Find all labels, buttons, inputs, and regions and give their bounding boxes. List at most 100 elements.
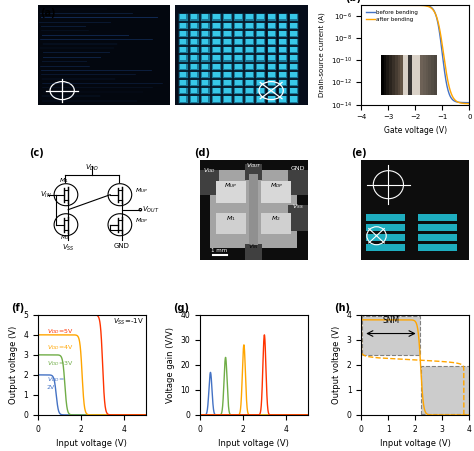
Bar bbox=[290, 72, 297, 77]
Y-axis label: Output voltage (V): Output voltage (V) bbox=[332, 326, 341, 404]
Bar bbox=[261, 181, 292, 202]
Bar bbox=[261, 212, 292, 234]
Bar bbox=[279, 47, 286, 52]
Text: $V_{SS}$: $V_{SS}$ bbox=[62, 243, 74, 253]
Bar bbox=[278, 55, 287, 62]
Bar bbox=[246, 72, 253, 77]
Bar bbox=[201, 88, 209, 93]
Bar bbox=[289, 96, 298, 103]
Bar bbox=[191, 14, 197, 19]
Bar bbox=[200, 14, 210, 21]
Bar bbox=[245, 244, 262, 260]
Bar bbox=[235, 97, 242, 101]
Bar bbox=[178, 87, 188, 94]
Bar bbox=[289, 63, 298, 70]
Legend: before bending, after bending: before bending, after bending bbox=[364, 7, 420, 24]
Bar bbox=[245, 79, 254, 86]
Bar bbox=[180, 14, 186, 19]
Bar bbox=[224, 97, 230, 101]
Bar bbox=[279, 88, 286, 93]
Bar bbox=[290, 39, 297, 44]
Bar bbox=[180, 39, 186, 44]
Bar bbox=[211, 55, 221, 62]
Bar bbox=[180, 72, 186, 77]
Bar bbox=[266, 87, 276, 94]
Bar bbox=[213, 47, 219, 52]
Bar bbox=[366, 224, 404, 231]
Bar bbox=[279, 72, 286, 77]
Bar bbox=[246, 31, 253, 36]
Bar bbox=[211, 71, 221, 78]
Bar bbox=[279, 64, 286, 69]
Bar bbox=[233, 46, 243, 53]
Bar bbox=[191, 55, 197, 60]
Bar bbox=[246, 97, 253, 101]
Bar bbox=[257, 39, 264, 44]
Text: $V_{IN}$: $V_{IN}$ bbox=[40, 189, 52, 200]
Text: $V_{IN}$: $V_{IN}$ bbox=[248, 242, 259, 251]
after bending bbox=[464, 101, 470, 106]
Bar bbox=[245, 14, 254, 21]
Bar bbox=[235, 39, 242, 44]
Bar bbox=[290, 88, 297, 93]
Bar bbox=[246, 55, 253, 60]
Bar bbox=[235, 14, 242, 19]
Bar bbox=[290, 55, 297, 60]
before bending bbox=[423, 3, 428, 8]
Bar bbox=[211, 38, 221, 45]
Text: $V_{DD}$=3V: $V_{DD}$=3V bbox=[46, 359, 73, 368]
Bar bbox=[213, 39, 219, 44]
Bar bbox=[266, 79, 276, 86]
Y-axis label: Output voltage (V): Output voltage (V) bbox=[9, 326, 18, 404]
after bending bbox=[466, 101, 472, 106]
Bar bbox=[201, 55, 209, 60]
Text: $M_{DP}$: $M_{DP}$ bbox=[270, 181, 283, 190]
Text: $M_{UP}$: $M_{UP}$ bbox=[135, 186, 148, 194]
Bar bbox=[233, 63, 243, 70]
Bar bbox=[213, 14, 219, 19]
Bar bbox=[201, 23, 209, 28]
Text: $M_2$: $M_2$ bbox=[60, 233, 70, 242]
before bending bbox=[358, 2, 364, 8]
Bar bbox=[361, 210, 469, 260]
Bar bbox=[255, 96, 265, 103]
Bar bbox=[213, 55, 219, 60]
Text: $V_{OUT}$: $V_{OUT}$ bbox=[246, 161, 262, 170]
Bar bbox=[235, 23, 242, 28]
before bending bbox=[410, 2, 416, 8]
before bending bbox=[464, 100, 470, 106]
Bar bbox=[200, 46, 210, 53]
Text: $V_{DD}$=5V: $V_{DD}$=5V bbox=[46, 327, 73, 336]
Bar bbox=[246, 39, 253, 44]
Bar bbox=[200, 170, 219, 195]
Bar bbox=[201, 47, 209, 52]
Bar bbox=[257, 47, 264, 52]
Text: GND: GND bbox=[114, 243, 130, 249]
Bar bbox=[278, 46, 287, 53]
Bar bbox=[191, 47, 197, 52]
Bar bbox=[233, 87, 243, 94]
Bar bbox=[255, 14, 265, 21]
Text: $M_1$: $M_1$ bbox=[226, 214, 236, 223]
Line: before bending: before bending bbox=[361, 5, 469, 103]
Bar bbox=[255, 87, 265, 94]
Bar bbox=[224, 88, 230, 93]
Bar bbox=[366, 214, 404, 221]
Bar bbox=[213, 23, 219, 28]
Text: $M_{UP}$: $M_{UP}$ bbox=[224, 181, 237, 190]
Bar bbox=[266, 71, 276, 78]
Bar bbox=[289, 22, 298, 29]
Bar bbox=[255, 71, 265, 78]
Bar bbox=[290, 14, 297, 19]
Bar bbox=[246, 80, 253, 85]
after bending bbox=[358, 3, 364, 8]
Bar bbox=[233, 38, 243, 45]
Bar bbox=[213, 64, 219, 69]
Bar bbox=[224, 31, 230, 36]
Bar bbox=[189, 87, 199, 94]
Text: $V_{DD}$=4V: $V_{DD}$=4V bbox=[46, 343, 73, 352]
Bar bbox=[268, 55, 275, 60]
Bar bbox=[222, 14, 232, 21]
Bar bbox=[201, 64, 209, 69]
Bar bbox=[200, 79, 210, 86]
